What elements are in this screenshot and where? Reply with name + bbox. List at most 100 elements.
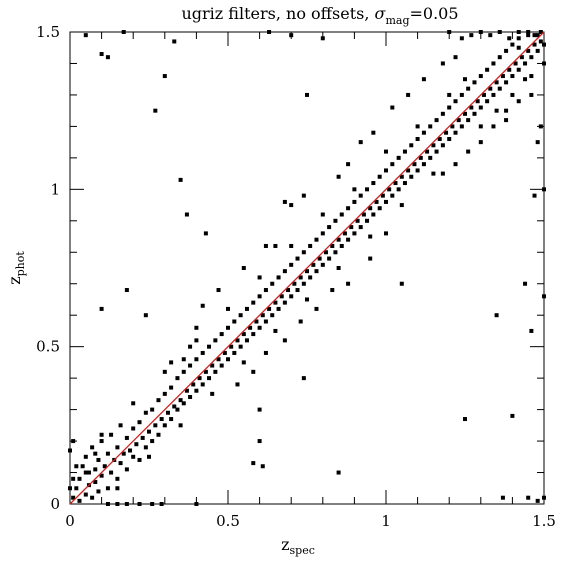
data-point: [257, 325, 262, 330]
data-point: [418, 155, 423, 160]
data-point: [526, 30, 531, 34]
data-point: [358, 225, 363, 230]
data-point: [504, 108, 509, 113]
data-point: [542, 42, 546, 47]
data-point: [216, 357, 221, 362]
data-point: [159, 502, 164, 506]
data-point: [472, 111, 477, 116]
data-point: [121, 451, 126, 456]
data-point: [542, 61, 546, 66]
data-point: [469, 105, 474, 110]
data-point: [478, 74, 483, 79]
data-point: [68, 448, 72, 453]
data-point: [153, 108, 158, 113]
data-point: [263, 319, 268, 324]
data-point: [475, 99, 480, 104]
data-point: [263, 288, 268, 293]
data-point: [93, 467, 98, 472]
data-point: [219, 332, 224, 337]
data-point: [71, 495, 76, 500]
data-point: [207, 376, 212, 381]
data-point: [105, 486, 110, 491]
data-point: [399, 281, 404, 286]
data-point: [349, 225, 354, 230]
data-point: [538, 124, 543, 129]
data-point: [463, 417, 467, 422]
data-point: [184, 212, 189, 217]
data-point: [213, 338, 218, 343]
data-point: [267, 30, 272, 34]
data-point: [232, 350, 237, 355]
data-point: [415, 168, 420, 173]
data-point: [333, 250, 338, 255]
data-point: [478, 105, 483, 110]
data-point: [77, 476, 82, 481]
data-point: [320, 262, 325, 267]
data-point: [96, 489, 101, 494]
data-point: [115, 486, 120, 491]
data-point: [453, 130, 458, 135]
data-point: [203, 231, 208, 236]
data-point: [99, 306, 104, 311]
data-point: [330, 243, 335, 248]
data-point: [194, 325, 199, 330]
y-tick-label: 1: [50, 180, 60, 198]
data-point: [327, 256, 332, 261]
data-point: [519, 55, 524, 60]
data-point: [526, 48, 531, 53]
data-point: [478, 124, 483, 129]
data-point: [115, 476, 120, 481]
data-point: [251, 369, 256, 374]
data-point: [472, 80, 477, 85]
data-point: [440, 61, 445, 66]
data-point: [371, 212, 376, 217]
data-point: [194, 338, 199, 343]
y-axis-label-sub: phot: [14, 251, 27, 277]
data-point: [358, 193, 363, 198]
data-point: [504, 48, 509, 53]
data-point: [538, 30, 543, 34]
data-point: [86, 470, 91, 475]
data-point: [535, 498, 540, 503]
data-point: [289, 243, 294, 248]
data-point: [102, 464, 107, 469]
data-point: [491, 92, 496, 97]
data-point: [105, 502, 110, 506]
data-point: [162, 423, 167, 428]
data-point: [478, 30, 483, 34]
data-point: [267, 306, 272, 311]
chart-title-prefix: ugriz filters, no offsets,: [181, 4, 374, 23]
data-point: [156, 432, 161, 437]
data-point: [384, 168, 388, 173]
x-axis-label-main: z: [281, 535, 289, 554]
data-point: [295, 256, 300, 261]
data-point: [352, 199, 357, 204]
data-point: [305, 297, 309, 302]
data-point: [516, 99, 521, 104]
data-point: [513, 61, 518, 66]
data-point: [134, 442, 139, 447]
data-point: [226, 306, 230, 311]
data-point: [276, 275, 281, 280]
data-point: [523, 61, 528, 66]
data-point: [147, 454, 151, 459]
data-point: [90, 495, 95, 500]
data-point: [323, 250, 328, 255]
plot-frame: [69, 31, 545, 505]
data-point: [150, 439, 155, 444]
data-point: [169, 385, 174, 390]
data-point: [131, 401, 136, 406]
data-point: [200, 382, 205, 387]
data-point: [124, 288, 129, 293]
data-point: [251, 332, 256, 337]
data-point: [301, 250, 306, 255]
data-point: [147, 429, 151, 434]
data-point: [494, 80, 499, 85]
reference-line: [69, 31, 545, 505]
data-point: [68, 486, 72, 491]
data-point: [434, 118, 439, 123]
data-point: [330, 288, 335, 293]
data-point: [406, 92, 411, 97]
data-point: [491, 61, 496, 66]
data-point: [440, 111, 445, 116]
